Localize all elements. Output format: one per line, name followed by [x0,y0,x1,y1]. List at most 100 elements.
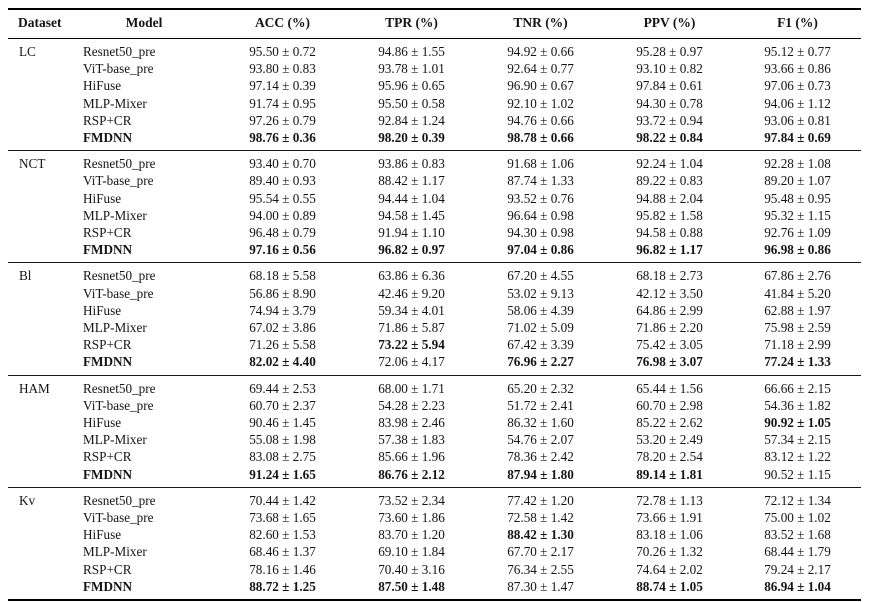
section-Kv: Kv Resnet50_pre 70.44 ± 1.42 73.52 ± 2.34 77… [8,487,861,600]
metric-value: 72.12 ± 1.34 [764,492,831,508]
table-row: ViT-base_pre 56.86 ± 8.90 42.46 ± 9.20 53.0… [8,285,861,302]
metric-value: 68.18 ± 2.73 [636,268,703,284]
metric-value: 85.22 ± 2.62 [636,415,703,431]
model-name: MLP-Mixer [83,95,147,111]
metric-value: 94.86 ± 1.55 [378,44,445,59]
section-HAM: HAM Resnet50_pre 69.44 ± 2.53 68.00 ± 1.71 6… [8,375,861,487]
table-row: ViT-base_pre 93.80 ± 0.83 93.78 ± 1.01 92.6… [8,60,861,77]
metric-value: 72.78 ± 1.13 [636,492,703,508]
header-tnr: TNR (%) [476,9,605,39]
metric-value: 78.36 ± 2.42 [507,449,574,465]
dataset-label [8,95,70,112]
metric-value: 93.72 ± 0.94 [636,112,703,128]
metric-value: 89.14 ± 1.81 [636,466,703,482]
dataset-label [8,526,70,543]
metric-value: 86.32 ± 1.60 [507,415,574,431]
metric-value: 93.86 ± 0.83 [378,156,445,172]
dataset-label [8,224,70,241]
metric-value: 97.84 ± 0.69 [764,130,831,146]
metric-value: 91.24 ± 1.65 [249,466,316,482]
dataset-label [8,414,70,431]
metric-value: 94.06 ± 1.12 [764,95,831,111]
metric-value: 93.06 ± 0.81 [764,112,831,128]
metric-value: 76.98 ± 3.07 [636,354,703,370]
table-header: Dataset Model ACC (%) TPR (%) TNR (%) PP… [8,9,861,39]
metric-value: 87.94 ± 1.80 [507,466,574,482]
model-name: RSP+CR [83,337,132,353]
metric-value: 94.88 ± 2.04 [636,190,703,206]
metric-value: 76.96 ± 2.27 [507,354,574,370]
metric-value: 64.86 ± 2.99 [636,302,703,318]
metric-value: 96.48 ± 0.79 [249,225,316,241]
metric-value: 93.78 ± 1.01 [378,61,445,77]
dataset-label: NCT [19,156,46,172]
table-row: HAM Resnet50_pre 69.44 ± 2.53 68.00 ± 1.71 6… [8,375,861,397]
metric-value: 94.76 ± 0.66 [507,112,574,128]
dataset-label [8,77,70,94]
metric-value: 90.52 ± 1.15 [764,466,831,482]
metric-value: 67.02 ± 3.86 [249,320,316,336]
metric-value: 95.82 ± 1.58 [636,207,703,223]
metric-value: 89.22 ± 0.83 [636,173,703,189]
metric-value: 95.54 ± 0.55 [249,190,316,206]
metric-value: 89.40 ± 0.93 [249,173,316,189]
metric-value: 75.98 ± 2.59 [764,320,831,336]
model-name: HiFuse [83,415,122,431]
metric-value: 92.84 ± 1.24 [378,112,445,128]
metric-value: 90.46 ± 1.45 [249,415,316,431]
dataset-label: Kv [19,492,36,508]
metric-value: 73.68 ± 1.65 [249,510,316,526]
metric-value: 98.20 ± 0.39 [378,130,445,146]
metric-value: 97.84 ± 0.61 [636,78,703,94]
metric-value: 87.50 ± 1.48 [378,578,445,594]
table-row: RSP+CR 71.26 ± 5.58 73.22 ± 5.94 67.42 ± 3.… [8,336,861,353]
metric-value: 74.94 ± 3.79 [249,302,316,318]
metric-value: 68.46 ± 1.37 [249,544,316,560]
metric-value: 93.52 ± 0.76 [507,190,574,206]
model-name: ViT-base_pre [83,510,154,526]
dataset-label [8,448,70,465]
model-name: Resnet50_pre [83,380,156,396]
metric-value: 68.00 ± 1.71 [378,380,445,396]
metric-value: 83.98 ± 2.46 [378,415,445,431]
table-row: HiFuse 90.46 ± 1.45 83.98 ± 2.46 86.32 ± 1.… [8,414,861,431]
header-tpr: TPR (%) [347,9,476,39]
dataset-label: LC [19,44,36,59]
metric-value: 57.34 ± 2.15 [764,432,831,448]
metric-value: 96.82 ± 0.97 [378,242,445,258]
table-row: HiFuse 74.94 ± 3.79 59.34 ± 4.01 58.06 ± 4.… [8,302,861,319]
metric-value: 93.66 ± 0.86 [764,61,831,77]
section-NCT: NCT Resnet50_pre 93.40 ± 0.70 93.86 ± 0.83 9… [8,150,861,263]
metric-value: 96.64 ± 0.98 [507,207,574,223]
dataset-label [8,60,70,77]
metric-value: 42.46 ± 9.20 [378,285,445,301]
metric-value: 58.06 ± 4.39 [507,302,574,318]
metric-value: 65.20 ± 2.32 [507,380,574,396]
metric-value: 70.40 ± 3.16 [378,561,445,577]
metric-value: 69.10 ± 1.84 [378,544,445,560]
dataset-label: Bl [19,268,32,284]
metric-value: 77.42 ± 1.20 [507,492,574,508]
metric-value: 55.08 ± 1.98 [249,432,316,448]
metric-value: 96.90 ± 0.67 [507,78,574,94]
dataset-label [8,112,70,129]
metric-value: 60.70 ± 2.98 [636,397,703,413]
metric-value: 71.86 ± 2.20 [636,320,703,336]
table-row: MLP-Mixer 67.02 ± 3.86 71.86 ± 5.87 71.02 ±… [8,319,861,336]
model-name: MLP-Mixer [83,320,147,336]
metric-value: 94.30 ± 0.98 [507,225,574,241]
dataset-label [8,207,70,224]
metric-value: 73.60 ± 1.86 [378,510,445,526]
metric-value: 98.78 ± 0.66 [507,130,574,146]
section-Bl: Bl Resnet50_pre 68.18 ± 5.58 63.86 ± 6.36 67… [8,262,861,375]
metric-value: 63.86 ± 6.36 [378,268,445,284]
table-row: RSP+CR 97.26 ± 0.79 92.84 ± 1.24 94.76 ± 0.… [8,112,861,129]
metric-value: 56.86 ± 8.90 [249,285,316,301]
dataset-label: HAM [19,380,50,396]
dataset-label [8,336,70,353]
metric-value: 82.02 ± 4.40 [249,354,316,370]
table-row: HiFuse 95.54 ± 0.55 94.44 ± 1.04 93.52 ± 0.… [8,190,861,207]
model-name: FMDNN [83,354,133,370]
header-ppv: PPV (%) [605,9,734,39]
metric-value: 54.36 ± 1.82 [764,397,831,413]
